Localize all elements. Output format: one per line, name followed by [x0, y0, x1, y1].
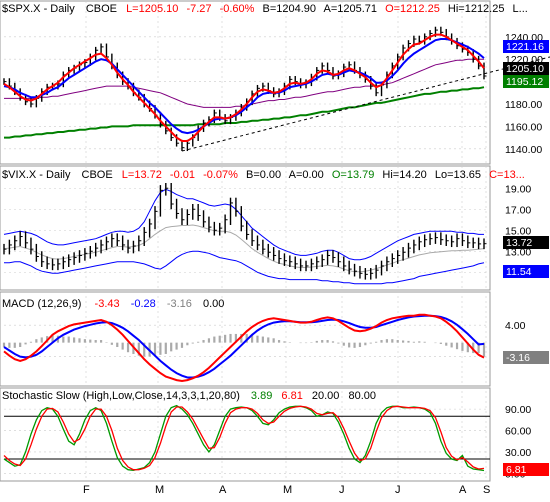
macd-value-hist: -3.16: [167, 298, 192, 310]
spx-pct: -0.60%: [220, 3, 255, 15]
macd-flag-text: -3.16: [506, 352, 530, 364]
y-tick-label: 90.00: [505, 404, 531, 416]
spx-low: L...: [513, 3, 528, 15]
stoch-label: Stochastic Slow (High,Low,Close,14,3,3,1…: [2, 390, 240, 402]
month-label: J: [395, 484, 401, 496]
month-label: M: [155, 484, 164, 496]
macd-value-macd: -3.43: [95, 298, 120, 310]
bb-middle-line: [3, 224, 485, 273]
ema-blue-line: [3, 38, 485, 135]
macd-value-signal: -0.28: [131, 298, 156, 310]
y-tick-label: 1180.00: [505, 99, 542, 111]
spx-bid: B=1204.90: [263, 3, 317, 15]
macd-flag: -3.16: [503, 351, 549, 364]
vix-flag-lower-text: 11.54: [506, 266, 532, 278]
spx-flag-last: 1205.10: [503, 62, 549, 75]
vix-bid: B=0.00: [246, 169, 281, 181]
svg-text:$VIX.X - Daily CBOE: $VIX.X - Daily CBOE L=13.72 -0.01 -0.07%…: [2, 169, 525, 181]
vix-high: Hi=14.20: [382, 169, 426, 181]
y-tick-label: 19.00: [505, 183, 531, 195]
svg-text:MACD (12,26,9) -3.43: MACD (12,26,9) -3.43 -0.28 -3.16 0.00: [2, 298, 224, 310]
y-tick-label: 15.00: [505, 225, 531, 237]
svg-text:$SPX.X - Daily CBOE: $SPX.X - Daily CBOE L=1205.10 -7.27 -0.6…: [2, 3, 528, 15]
signal-blue-line: [3, 314, 485, 379]
y-tick-label: 60.00: [505, 426, 531, 438]
series-layer: [2, 26, 550, 472]
month-label: A: [219, 484, 227, 496]
month-label: A: [459, 484, 467, 496]
spx-high: Hi=1212.25: [448, 3, 505, 15]
ema-red-line: [3, 33, 485, 142]
spx-source: CBOE: [86, 3, 117, 15]
spx-symbol: $SPX.X - Daily: [2, 3, 75, 15]
k-green-line: [3, 404, 485, 472]
spx-last: L=1205.10: [126, 3, 178, 15]
stoch-flag-text: 6.81: [506, 464, 527, 476]
vix-last: L=13.72: [122, 169, 162, 181]
y-tick-label: 4.00: [505, 320, 526, 332]
vix-panel-frame: [0, 165, 491, 291]
spx-open: O=1212.25: [385, 3, 440, 15]
month-label: F: [83, 484, 90, 496]
y-tick-label: 1220.00: [505, 54, 543, 66]
stoch-value-d: 6.81: [281, 390, 302, 402]
svg-text:Stochastic Slow (High,Low,Clo: Stochastic Slow (High,Low,Close,14,3,3,1…: [2, 390, 376, 402]
macd-red-line: [3, 313, 485, 383]
vix-symbol: $VIX.X - Daily: [2, 169, 71, 181]
vix-flag-last: 13.72: [503, 236, 549, 249]
stoch-value-low: 20.00: [312, 390, 340, 402]
vix-change: -0.01: [170, 169, 195, 181]
vix-pct: -0.07%: [203, 169, 238, 181]
y-tick-label: 1140.00: [505, 144, 542, 156]
spx-panel-frame: [0, 0, 491, 165]
stoch-flag: 6.81: [503, 463, 549, 476]
macd-label: MACD (12,26,9): [2, 298, 81, 310]
macd-value-zero: 0.00: [203, 298, 224, 310]
spx-change: -7.27: [186, 3, 211, 15]
spx-ask: A=1205.71: [323, 3, 377, 15]
vix-flag-last-text: 13.72: [506, 237, 532, 249]
y-tick-label: 1160.00: [505, 121, 542, 133]
macd-panel-frame: [0, 291, 491, 387]
spx-flag-ma-text: 1195.12: [506, 76, 543, 88]
y-tick-label: 30.00: [505, 447, 531, 459]
month-label: M: [283, 484, 292, 496]
spx-flag-ma: 1195.12: [503, 75, 549, 88]
spx-flag-ema: 1221.16: [503, 40, 549, 53]
vix-ask: A=0.00: [289, 169, 324, 181]
month-label: S: [483, 484, 490, 496]
ma-green-line: [4, 86, 485, 139]
vix-close: C=13...: [489, 169, 525, 181]
month-label: J: [339, 484, 345, 496]
stoch-panel-frame: [0, 387, 491, 482]
vix-flag-lower: 11.54: [503, 265, 549, 278]
spx-flag-last-text: 1205.10: [506, 63, 544, 75]
bb-lower-line: [4, 250, 485, 285]
vix-open: O=13.79: [332, 169, 375, 181]
stoch-value-k: 3.89: [251, 390, 272, 402]
vix-source: CBOE: [82, 169, 113, 181]
d-red-line: [3, 405, 485, 471]
vix-low: Lo=13.65: [435, 169, 481, 181]
stoch-value-high: 80.00: [348, 390, 376, 402]
y-tick-label: 17.00: [505, 204, 531, 216]
spx-flag-ema-text: 1221.16: [506, 41, 544, 53]
y-tick-label: 13.00: [505, 246, 531, 258]
bb-upper-line: [3, 188, 484, 261]
